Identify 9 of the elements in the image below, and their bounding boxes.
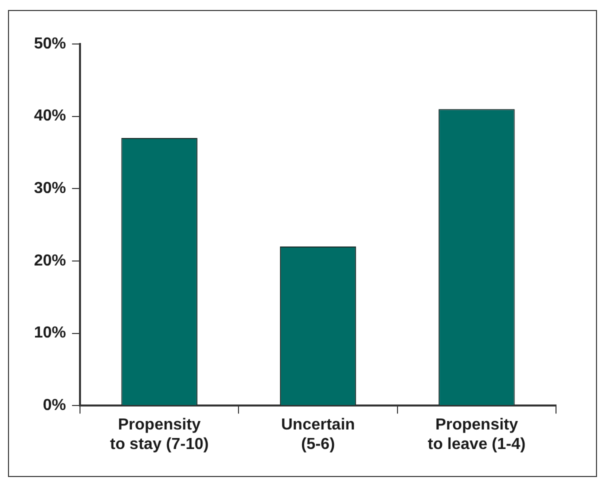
x-tick-label: Uncertain (5-6): [281, 416, 355, 453]
x-tick-label: Propensity to stay (7-10): [110, 416, 209, 453]
y-tick-label: 10%: [34, 324, 66, 342]
y-tick-label: 50%: [34, 35, 66, 52]
y-tick-label: 40%: [34, 108, 66, 125]
y-tick-label: 20%: [34, 252, 66, 270]
x-tick-label: Propensity to leave (1-4): [428, 416, 526, 453]
y-tick-label: 0%: [42, 397, 66, 414]
y-tick-label: 30%: [34, 180, 66, 198]
